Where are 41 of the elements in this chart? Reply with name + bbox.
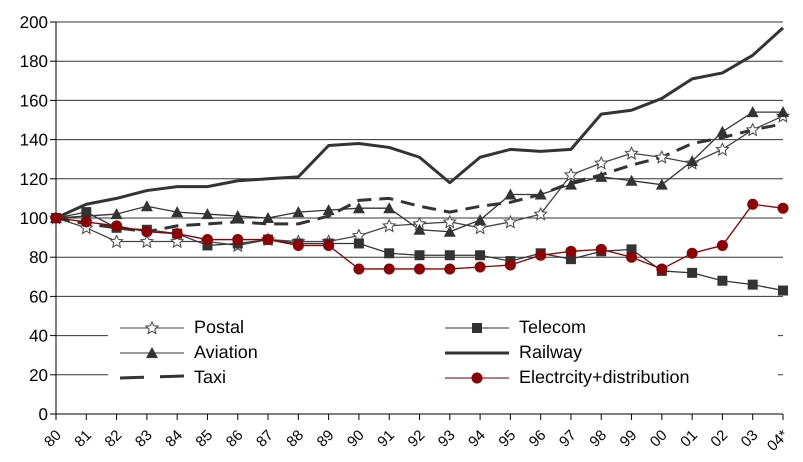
x-tick-label: 81 [71, 426, 96, 451]
legend-label: Postal [194, 317, 244, 338]
x-tick-label: 88 [283, 426, 308, 451]
x-tick-label: 85 [192, 426, 216, 451]
legend-label: Railway [519, 342, 582, 363]
y-tick-label: 60 [29, 287, 48, 306]
x-tick-label: 86 [222, 426, 247, 451]
x-tick-label: 89 [314, 426, 338, 451]
y-tick-label: 120 [20, 170, 48, 189]
y-tick-label: 100 [20, 209, 48, 228]
x-tick-label: 84 [162, 426, 186, 451]
y-tick-label: 180 [20, 52, 48, 72]
x-tick-label: 93 [434, 426, 459, 451]
x-tick-label: 94 [465, 426, 489, 451]
x-tick-label: 87 [253, 426, 277, 451]
y-tick-label: 140 [20, 130, 48, 150]
y-tick-label: 20 [29, 366, 48, 385]
y-tick-label: 0 [38, 405, 48, 424]
legend-label: Telecom [519, 317, 586, 338]
x-tick-label: 82 [102, 426, 126, 451]
x-tick-label: 95 [495, 426, 520, 451]
legend-label: Taxi [194, 367, 226, 388]
x-tick-label: 00 [646, 426, 671, 451]
x-tick-label: 04* [764, 426, 792, 455]
legend-label: Electrcity+distribution [519, 367, 690, 388]
y-tick-label: 40 [29, 326, 48, 346]
y-tick-label: 160 [20, 91, 48, 110]
x-tick-label: 99 [616, 426, 640, 451]
x-tick-label: 03 [738, 426, 762, 451]
x-tick-label: 98 [586, 426, 610, 451]
x-tick-label: 90 [344, 426, 368, 451]
y-tick-label: 80 [29, 248, 48, 268]
x-tick-label: 92 [404, 426, 428, 451]
legend-label: Aviation [194, 342, 258, 363]
x-tick-label: 91 [374, 426, 398, 451]
y-tick-label: 200 [20, 13, 48, 32]
x-tick-label: 97 [556, 426, 580, 451]
x-tick-label: 96 [526, 426, 550, 451]
x-tick-label: 02 [707, 426, 732, 451]
x-tick-label: 83 [132, 426, 156, 451]
x-tick-label: 01 [677, 426, 701, 451]
